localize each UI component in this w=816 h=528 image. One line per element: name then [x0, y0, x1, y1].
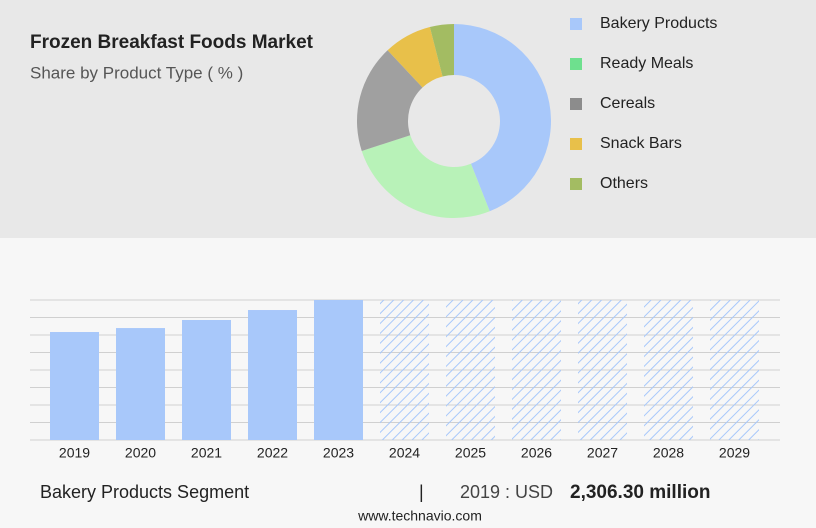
- footer-separator: |: [419, 482, 424, 502]
- legend-label: Ready Meals: [600, 55, 693, 72]
- chart-title: Frozen Breakfast Foods Market: [30, 32, 314, 53]
- donut-slice: [361, 135, 490, 218]
- forecast-bar: [644, 300, 693, 440]
- legend-swatch: [570, 58, 582, 70]
- bar: [116, 328, 165, 440]
- legend-swatch: [570, 98, 582, 110]
- x-tick-label: 2019: [59, 445, 90, 461]
- x-tick-label: 2028: [653, 445, 684, 461]
- forecast-bar: [446, 300, 495, 440]
- chart-subtitle: Share by Product Type ( % ): [30, 63, 243, 82]
- bar: [50, 332, 99, 440]
- legend-label: Bakery Products: [600, 15, 717, 32]
- footer-segment: Bakery Products Segment: [40, 482, 249, 502]
- forecast-bar: [578, 300, 627, 440]
- bar: [182, 319, 231, 440]
- bar: [314, 300, 363, 440]
- legend-label: Snack Bars: [600, 135, 682, 152]
- x-tick-label: 2029: [719, 445, 750, 461]
- forecast-bar: [512, 300, 561, 440]
- footer-year: 2019 : USD: [460, 482, 553, 502]
- donut-slice: [429, 24, 454, 77]
- x-tick-label: 2024: [389, 445, 420, 461]
- forecast-bar: [380, 300, 429, 440]
- legend-label: Cereals: [600, 95, 655, 112]
- donut-slice: [357, 50, 423, 151]
- legend-label: Others: [600, 175, 648, 192]
- forecast-bar: [710, 300, 759, 440]
- x-tick-label: 2021: [191, 445, 222, 461]
- footer-site: www.technavio.com: [357, 508, 482, 524]
- x-tick-label: 2022: [257, 445, 288, 461]
- legend-swatch: [570, 18, 582, 30]
- x-tick-label: 2025: [455, 445, 486, 461]
- x-tick-label: 2020: [125, 445, 156, 461]
- footer-value: 2,306.30 million: [570, 482, 710, 503]
- legend-swatch: [570, 138, 582, 150]
- x-tick-label: 2027: [587, 445, 618, 461]
- donut-slice: [454, 24, 551, 212]
- donut-slice: [387, 27, 443, 88]
- legend-swatch: [570, 178, 582, 190]
- bar: [248, 310, 297, 440]
- x-tick-label: 2023: [323, 445, 354, 461]
- x-tick-label: 2026: [521, 445, 552, 461]
